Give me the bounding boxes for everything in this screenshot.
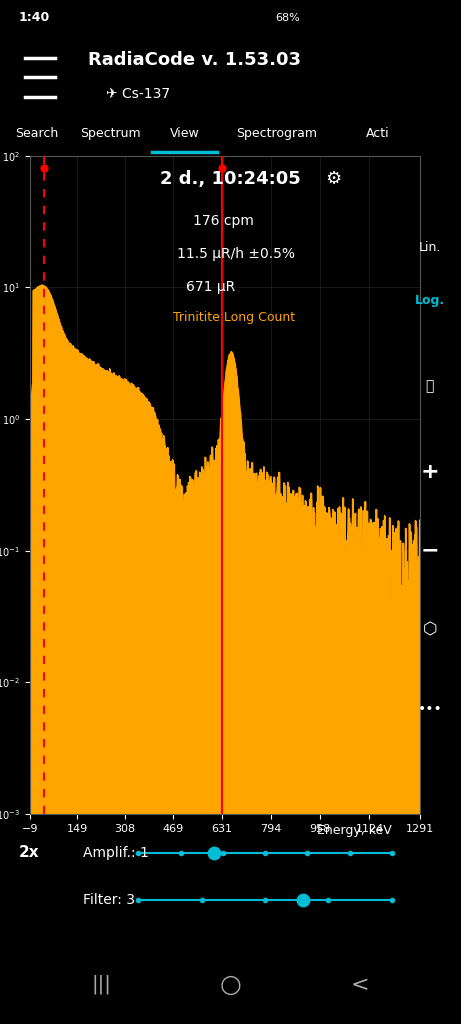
Text: Log.: Log. (415, 294, 445, 307)
Text: Acti: Acti (366, 127, 390, 140)
Text: Amplif.: 1: Amplif.: 1 (83, 846, 149, 860)
Text: •••: ••• (418, 701, 442, 716)
Text: Search: Search (15, 127, 59, 140)
Text: ⬡: ⬡ (423, 621, 437, 639)
Text: Spectrogram: Spectrogram (236, 127, 317, 140)
Text: 68%: 68% (275, 12, 300, 23)
Text: Lin.: Lin. (419, 242, 441, 254)
Text: 671 μR: 671 μR (186, 281, 236, 294)
Text: |||: ||| (91, 975, 112, 994)
Text: ○: ○ (219, 973, 242, 996)
Text: −: − (420, 541, 439, 561)
Text: Spectrum: Spectrum (80, 127, 141, 140)
Text: 1:40: 1:40 (18, 11, 50, 24)
Text: View: View (170, 127, 199, 140)
Text: Energy, keV: Energy, keV (317, 824, 392, 838)
Text: 2 d., 10:24:05: 2 d., 10:24:05 (160, 170, 301, 187)
Text: 176 cpm: 176 cpm (193, 214, 254, 227)
Text: 2x: 2x (18, 845, 39, 860)
Text: Trinitite Long Count: Trinitite Long Count (173, 311, 295, 324)
Text: Filter: 3: Filter: 3 (83, 893, 135, 907)
Text: 📁: 📁 (426, 379, 434, 393)
Text: RadiaCode v. 1.53.03: RadiaCode v. 1.53.03 (88, 51, 301, 70)
Text: ⚙: ⚙ (325, 170, 341, 187)
Text: ✈ Cs-137: ✈ Cs-137 (106, 87, 170, 101)
Text: <: < (350, 975, 369, 994)
Text: +: + (420, 462, 439, 481)
Text: 11.5 μR/h ±0.5%: 11.5 μR/h ±0.5% (177, 247, 295, 261)
